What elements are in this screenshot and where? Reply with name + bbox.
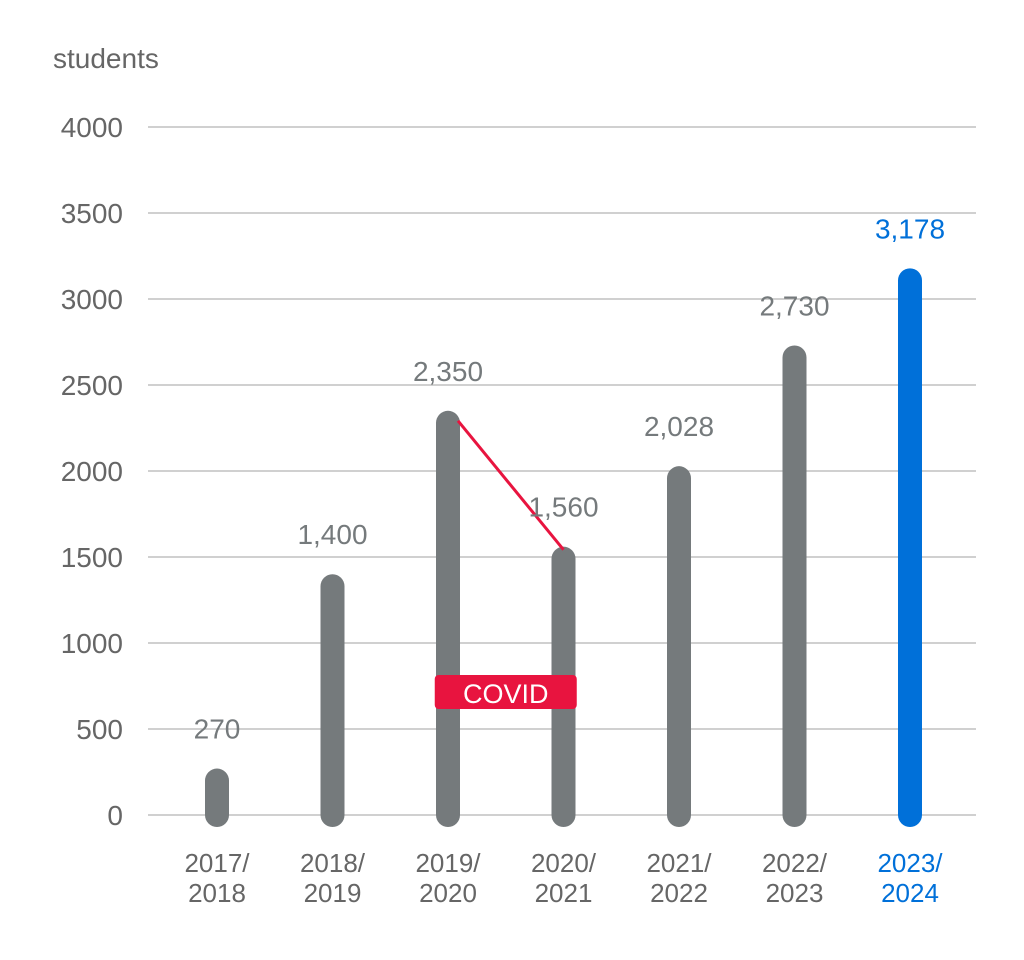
x-tick-label: 2019/2020 <box>415 848 481 908</box>
y-tick-label: 3000 <box>61 284 123 315</box>
x-tick-label-line: 2021 <box>535 878 593 908</box>
annotation-badge <box>434 675 577 709</box>
x-tick-label: 2020/2021 <box>531 848 597 908</box>
y-tick-label: 1000 <box>61 628 123 659</box>
y-axis-label: students <box>53 43 159 74</box>
x-tick-label-line: 2020 <box>419 878 477 908</box>
bar <box>320 574 345 827</box>
x-tick-label-line: 2018/ <box>300 848 366 878</box>
value-labels: 270 1,400 2,350 1,560 2,028 2,730 3,178 <box>194 213 945 744</box>
y-tick-label: 2000 <box>61 456 123 487</box>
value-label: 1,400 <box>297 519 367 550</box>
value-label: 1,560 <box>528 492 598 523</box>
x-tick-label: 2018/2019 <box>300 848 366 908</box>
x-tick-label-line: 2022 <box>650 878 708 908</box>
x-tick-label: 2023/2024 <box>877 848 943 908</box>
y-tick-label: 500 <box>76 714 123 745</box>
x-tick-label: 2017/2018 <box>184 848 250 908</box>
x-tick-label: 2022/2023 <box>762 848 828 908</box>
x-tick-label-line: 2021/ <box>646 848 712 878</box>
x-tick-label: 2021/2022 <box>646 848 712 908</box>
annotation-label: COVID <box>463 679 549 709</box>
bars <box>205 268 922 827</box>
x-tick-label-line: 2023 <box>766 878 824 908</box>
covid-annotation: COVID <box>434 419 577 709</box>
value-label: 2,350 <box>413 356 483 387</box>
bar <box>782 345 807 827</box>
bar <box>205 768 229 827</box>
bar <box>667 466 691 827</box>
x-tick-label-line: 2017/ <box>184 848 250 878</box>
y-tick-label: 1500 <box>61 542 123 573</box>
x-tick-label-line: 2022/ <box>762 848 828 878</box>
x-tick-label-line: 2023/ <box>877 848 943 878</box>
bar <box>898 268 922 827</box>
value-label: 2,028 <box>644 411 714 442</box>
x-tick-label-line: 2020/ <box>531 848 597 878</box>
y-tick-label: 0 <box>107 800 123 831</box>
value-label: 2,730 <box>759 290 829 321</box>
x-tick-label-line: 2019 <box>304 878 362 908</box>
x-tick-label-line: 2024 <box>881 878 939 908</box>
x-tick-label-line: 2019/ <box>415 848 481 878</box>
y-tick-labels: 0 500 1000 1500 2000 2500 3000 3500 4000 <box>61 112 123 831</box>
value-label: 270 <box>194 714 241 745</box>
value-label: 3,178 <box>875 213 945 244</box>
y-tick-label: 4000 <box>61 112 123 143</box>
x-tick-labels: 2017/20182018/20192019/20202020/20212021… <box>184 848 943 908</box>
grid-lines <box>148 126 976 816</box>
y-tick-label: 3500 <box>61 198 123 229</box>
x-tick-label-line: 2018 <box>188 878 246 908</box>
y-tick-label: 2500 <box>61 370 123 401</box>
bar <box>436 410 460 827</box>
annotation-line <box>456 419 565 551</box>
